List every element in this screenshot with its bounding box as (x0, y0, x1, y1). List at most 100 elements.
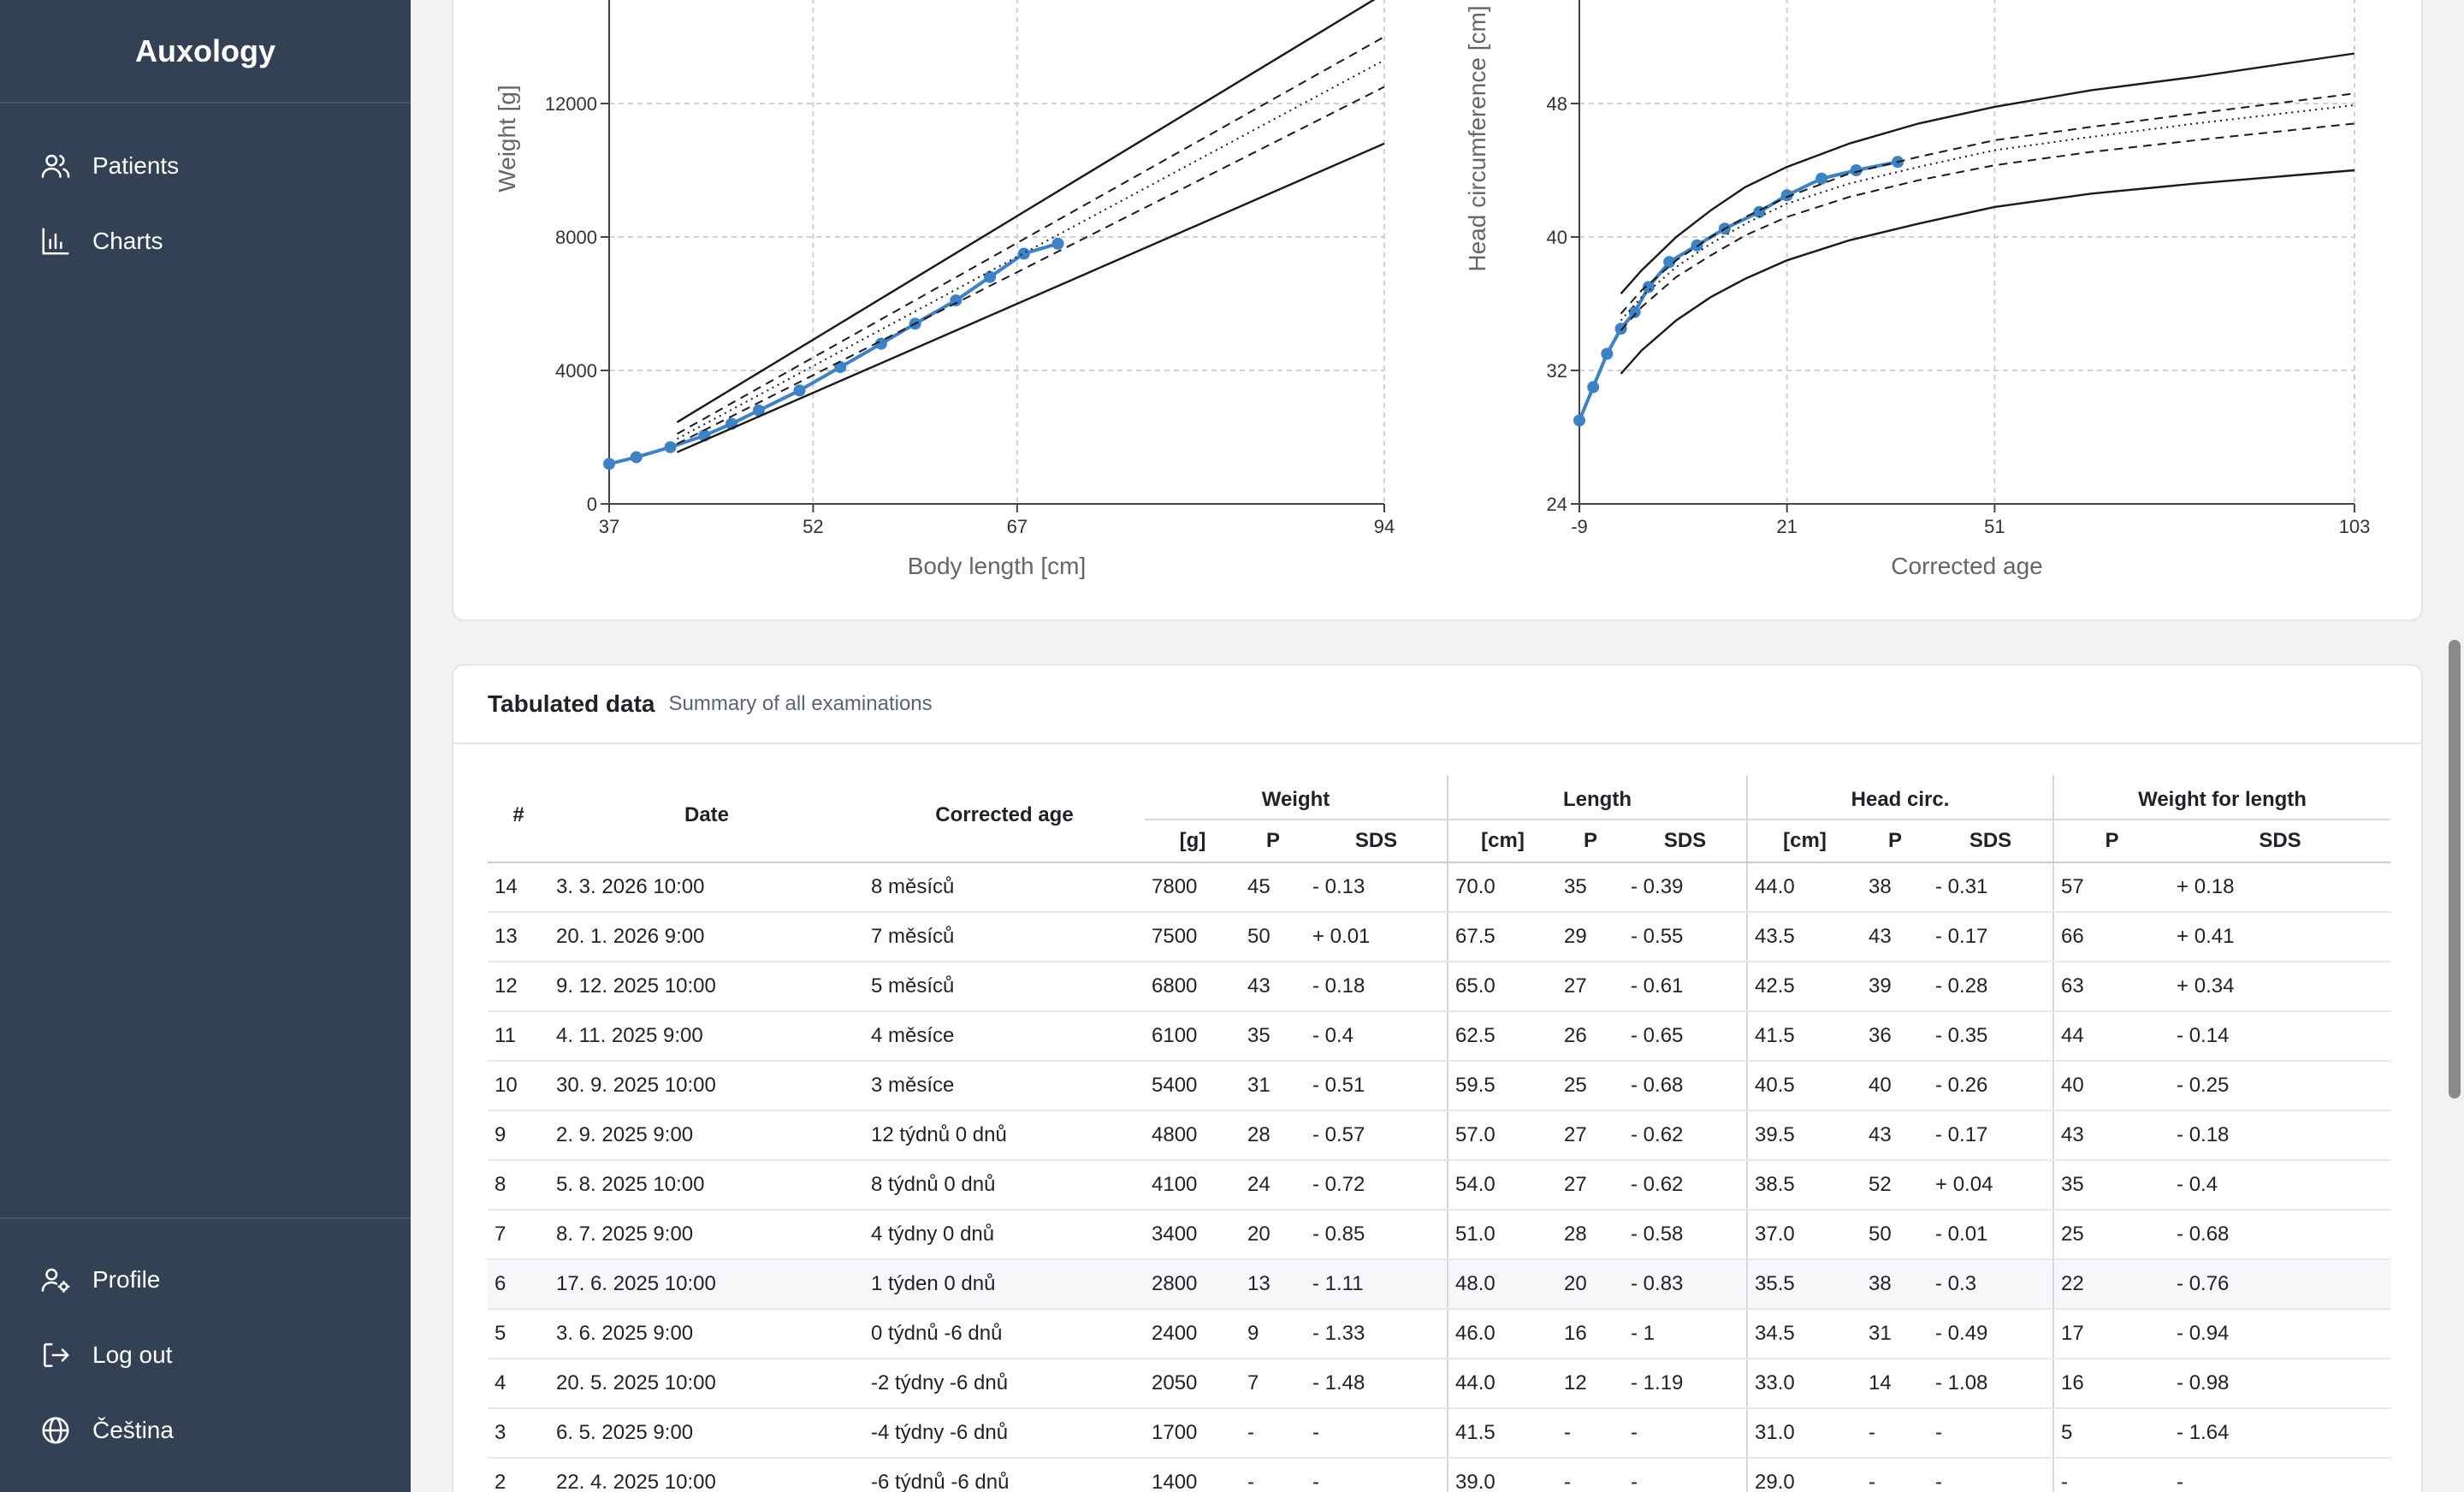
nav-charts-label: Charts (92, 228, 163, 254)
table-cell: 42.5 (1746, 962, 1863, 1012)
table-cell: 3400 (1145, 1210, 1241, 1260)
table-cell: 5. 8. 2025 10:00 (549, 1160, 864, 1211)
table-cell: 8 týdnů 0 dnů (864, 1160, 1145, 1211)
table-row[interactable]: 8 5. 8. 2025 10:00 8 týdnů 0 dnů 4100 24- 0.… (488, 1160, 2391, 1211)
nav-language[interactable]: Čeština (0, 1403, 411, 1458)
col-weight-p[interactable]: P (1241, 820, 1306, 863)
chart2-patient-point (1850, 164, 1863, 176)
chart1-patient-point (1017, 247, 1030, 260)
table-cell: 8. 7. 2025 9:00 (549, 1210, 864, 1260)
table-cell: 7800 (1145, 862, 1241, 913)
table-row[interactable]: 5 3. 6. 2025 9:00 0 týdnů -6 dnů 2400 9- 1.3… (488, 1309, 2391, 1359)
table-cell: 17 (2052, 1309, 2171, 1359)
col-head-p[interactable]: P (1862, 820, 1929, 863)
chart1-patient-point (984, 270, 997, 283)
charts-card: 375267940400080001200016000Body length [… (452, 0, 2423, 621)
col-wfl-p[interactable]: P (2052, 820, 2171, 863)
chart1-x-tick-label: 52 (803, 516, 823, 537)
table-cell: 3. 6. 2025 9:00 (549, 1309, 864, 1359)
col-weight-sds[interactable]: SDS (1306, 820, 1448, 863)
table-cell: 1 týden 0 dnů (864, 1259, 1145, 1310)
table-cell: 12 (488, 962, 549, 1012)
table-cell: - (1241, 1458, 1306, 1492)
table-cell: - 0.4 (2170, 1160, 2391, 1211)
table-cell: 14 (1862, 1359, 1929, 1409)
table-row[interactable]: 13 20. 1. 2026 9:00 7 měsíců 7500 50 + 0.01 67… (488, 912, 2391, 962)
chart1-y-axis-label: Weight [g] (494, 85, 520, 192)
chart2-x-tick-label: 103 (2339, 516, 2371, 537)
table-cell: 57.0 (1447, 1110, 1558, 1161)
table-cell: - 0.18 (2170, 1110, 2391, 1161)
chart1-patient-point (664, 441, 677, 453)
col-length-p[interactable]: P (1557, 820, 1625, 863)
chart1-y-tick-label: 0 (587, 494, 597, 515)
table-cell: - 0.61 (1624, 962, 1748, 1012)
table-cell: - 0.28 (1928, 962, 2054, 1012)
scrollbar-thumb[interactable] (2449, 640, 2461, 1098)
table-row[interactable]: 11 4. 11. 2025 9:00 4 měsíce 6100 35- 0.4 62.… (488, 1011, 2391, 1062)
chart1-patient-point (793, 384, 806, 397)
nav-profile[interactable]: Profile (0, 1252, 411, 1307)
table-row[interactable]: 14 3. 3. 2026 10:00 8 měsíců 7800 45- 0.13 70… (488, 862, 2391, 913)
col-wfl-sds[interactable]: SDS (2170, 820, 2391, 863)
chart1-x-tick-label: 67 (1007, 516, 1028, 537)
group-weight: Weight (1145, 775, 1448, 820)
nav-patients[interactable]: Patients (0, 139, 411, 193)
table-cell: 7 měsíců (864, 912, 1145, 962)
table-row[interactable]: 6 17. 6. 2025 10:00 1 týden 0 dnů 2800 13- 1… (488, 1259, 2391, 1310)
table-cell: - 0.72 (1306, 1160, 1448, 1211)
table-row[interactable]: 2 22. 4. 2025 10:00 -6 týdnů -6 dnů 1400- -3… (488, 1458, 2391, 1492)
col-date[interactable]: Date (549, 775, 864, 863)
table-cell: 20. 5. 2025 10:00 (549, 1359, 864, 1409)
table-cell: 2800 (1145, 1259, 1241, 1310)
col-weight-g[interactable]: [g] (1145, 820, 1241, 863)
chart2-y-axis-label: Head circumference [cm] (1464, 5, 1490, 271)
table-cell: 4800 (1145, 1110, 1241, 1161)
table-cell: 20. 1. 2026 9:00 (549, 912, 864, 962)
table-cell: - 0.26 (1928, 1061, 2054, 1111)
table-row[interactable]: 3 6. 5. 2025 9:00 -4 týdny -6 dnů 1700- -41.… (488, 1408, 2391, 1459)
table-row[interactable]: 4 20. 5. 2025 10:00 -2 týdny -6 dnů 2050 7- … (488, 1359, 2391, 1409)
nav-profile-label: Profile (92, 1266, 161, 1293)
table-row[interactable]: 10 30. 9. 2025 10:00 3 měsíce 5400 31- 0.51 5… (488, 1061, 2391, 1111)
table-cell: - 0.25 (2170, 1061, 2391, 1111)
col-length-cm[interactable]: [cm] (1447, 820, 1558, 863)
table-cell: 25 (2052, 1210, 2171, 1260)
table-cell: - 0.3 (1928, 1259, 2054, 1310)
table-cell: 67.5 (1447, 912, 1558, 962)
table-cell: 54.0 (1447, 1160, 1558, 1211)
table-row[interactable]: 12 9. 12. 2025 10:00 5 měsíců 6800 43- 0.18 6… (488, 962, 2391, 1012)
chart2-patient-point (1780, 189, 1793, 202)
col-corrected-age[interactable]: Corrected age (864, 775, 1145, 863)
col-head-cm[interactable]: [cm] (1746, 820, 1863, 863)
table-cell: 44 (2052, 1011, 2171, 1062)
col-num[interactable]: # (488, 775, 549, 863)
table-row[interactable]: 9 2. 9. 2025 9:00 12 týdnů 0 dnů 4800 28- 0.… (488, 1110, 2391, 1161)
chart1-percentile-solid-line (676, 142, 1385, 453)
col-length-sds[interactable]: SDS (1624, 820, 1748, 863)
table-cell: 7500 (1145, 912, 1241, 962)
col-head-sds[interactable]: SDS (1928, 820, 2054, 863)
table-cell: 39 (1862, 962, 1929, 1012)
table-cell: 4100 (1145, 1160, 1241, 1211)
table-cell: - 1.11 (1306, 1259, 1448, 1310)
table-row[interactable]: 7 8. 7. 2025 9:00 4 týdny 0 dnů 3400 20- 0.8… (488, 1210, 2391, 1260)
table-cell: 27 (1557, 1160, 1625, 1211)
nav-logout[interactable]: Log out (0, 1328, 411, 1382)
chart2-y-tick-label: 40 (1547, 227, 1567, 248)
chart1-y-tick-label: 12000 (545, 93, 597, 115)
table-cell: 5400 (1145, 1061, 1241, 1111)
table-cell: - (1557, 1408, 1625, 1459)
table-cell: - 0.57 (1306, 1110, 1448, 1161)
table-cell: 2 (488, 1458, 549, 1492)
table-cell: 2050 (1145, 1359, 1241, 1409)
table-cell: 41.5 (1447, 1408, 1558, 1459)
table-cell: 3 měsíce (864, 1061, 1145, 1111)
nav-charts[interactable]: Charts (0, 214, 411, 269)
chart2-x-tick-label: -9 (1571, 516, 1588, 537)
table-cell: - 1.48 (1306, 1359, 1448, 1409)
table-cell: 12 (1557, 1359, 1625, 1409)
table-cell: - 1.08 (1928, 1359, 2054, 1409)
table-cell: 65.0 (1447, 962, 1558, 1012)
chart1-patient-point (1051, 237, 1064, 250)
